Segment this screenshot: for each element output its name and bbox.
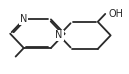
Text: N: N	[20, 14, 27, 24]
Text: N: N	[55, 30, 63, 40]
Text: OH: OH	[109, 9, 124, 19]
